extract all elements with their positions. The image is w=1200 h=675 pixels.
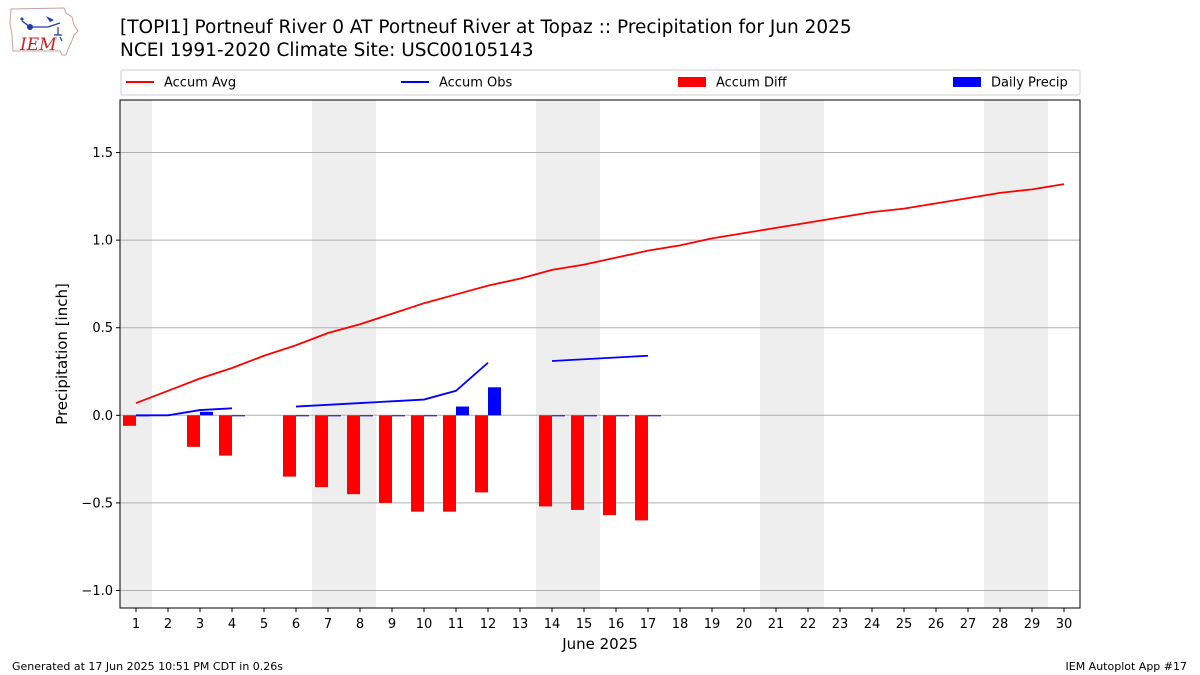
- daily-precip-bar: [488, 387, 501, 416]
- daily-precip-bar: [232, 415, 245, 417]
- x-tick-label: 29: [1024, 617, 1041, 632]
- y-tick-label: 1.0: [92, 234, 113, 249]
- x-tick-label: 28: [992, 617, 1009, 632]
- x-tick-label: 1: [132, 617, 140, 632]
- legend-swatch: [953, 77, 981, 87]
- x-tick-label: 25: [896, 617, 913, 632]
- accum-diff-bar: [379, 415, 392, 503]
- weekend-shade: [536, 100, 600, 608]
- accum-diff-bar: [347, 415, 360, 495]
- legend-frame: [120, 69, 1081, 96]
- legend-label: Accum Diff: [716, 76, 788, 91]
- legend-label: Daily Precip: [991, 76, 1068, 91]
- accum-diff-bar: [443, 415, 456, 512]
- daily-precip-bar: [328, 415, 341, 417]
- weekend-shading: [120, 100, 1048, 608]
- y-tick-label: −0.5: [81, 496, 113, 511]
- accum-diff-bar: [571, 415, 584, 510]
- daily-precip-bar: [616, 415, 629, 417]
- accum-diff-bar: [123, 415, 136, 426]
- x-tick-label: 21: [768, 617, 785, 632]
- weekend-shade: [760, 100, 824, 608]
- legend-swatch: [678, 77, 706, 87]
- x-tick-label: 16: [608, 617, 625, 632]
- x-tick-label: 3: [196, 617, 204, 632]
- accum-diff-bar: [475, 415, 488, 493]
- y-axis-label: Precipitation [inch]: [53, 283, 71, 425]
- accum-diff-bar: [411, 415, 424, 512]
- x-tick-label: 11: [448, 617, 465, 632]
- x-tick-label: 5: [260, 617, 268, 632]
- x-tick-label: 24: [864, 617, 881, 632]
- weekend-shade: [120, 100, 152, 608]
- x-tick-label: 26: [928, 617, 945, 632]
- iem-logo: IEM: [8, 5, 80, 63]
- app-credit: IEM Autoplot App #17: [1065, 660, 1188, 673]
- x-tick-label: 18: [672, 617, 689, 632]
- legend: Accum Avg Accum Obs Accum Diff Daily Precip: [120, 69, 1081, 96]
- x-tick-label: 15: [576, 617, 593, 632]
- y-tick-label: 0.5: [92, 321, 113, 336]
- accum-diff-bar: [283, 415, 296, 477]
- weekend-shade: [312, 100, 376, 608]
- grid-lines: [120, 152, 1080, 591]
- daily-precip-bar: [648, 415, 661, 417]
- x-tick-label: 30: [1056, 617, 1073, 632]
- y-axis: −1.0 −0.5 0.0 0.5 1.0 1.5: [81, 146, 120, 599]
- y-tick-label: 1.5: [92, 146, 113, 161]
- y-tick-label: 0.0: [92, 409, 113, 424]
- accum-diff-bars: [123, 415, 648, 521]
- x-tick-label: 14: [544, 617, 561, 632]
- daily-precip-bar: [584, 415, 597, 417]
- y-tick-label: −1.0: [81, 584, 113, 599]
- daily-precip-bars: [136, 387, 661, 417]
- accum-diff-bar: [315, 415, 328, 488]
- x-tick-label: 2: [164, 617, 172, 632]
- accum-obs-line: [551, 354, 649, 362]
- daily-precip-bar: [360, 415, 373, 417]
- x-tick-label: 19: [704, 617, 721, 632]
- accum-diff-bar: [539, 415, 552, 507]
- x-tick-label: 10: [416, 617, 433, 632]
- x-tick-label: 9: [388, 617, 396, 632]
- x-axis: 1 2 3 4 5 6 7 8 9 10 11 12 13 14 15 16 17 18 19 20 21 22 23 24 2…: [132, 608, 1072, 632]
- accum-diff-bar: [219, 415, 232, 456]
- weekend-shade: [984, 100, 1048, 608]
- x-tick-label: 4: [228, 617, 236, 632]
- x-tick-label: 7: [324, 617, 332, 632]
- plot-frame: [119, 99, 1081, 609]
- x-tick-label: 22: [800, 617, 817, 632]
- daily-precip-bar: [424, 415, 437, 417]
- x-tick-label: 23: [832, 617, 849, 632]
- logo-text: IEM: [19, 35, 57, 55]
- daily-precip-bar: [456, 406, 469, 416]
- daily-precip-bar: [296, 415, 309, 417]
- legend-label: Accum Obs: [439, 76, 512, 91]
- accum-obs-line: [136, 407, 233, 417]
- x-tick-label: 8: [356, 617, 364, 632]
- x-tick-label: 13: [512, 617, 529, 632]
- generated-timestamp: Generated at 17 Jun 2025 10:51 PM CDT in…: [12, 660, 284, 673]
- daily-precip-bar: [200, 411, 213, 416]
- daily-precip-bar: [392, 415, 405, 417]
- x-tick-label: 20: [736, 617, 753, 632]
- x-tick-label: 12: [480, 617, 497, 632]
- accum-diff-bar: [603, 415, 616, 516]
- daily-precip-bar: [552, 415, 565, 417]
- x-axis-label: June 2025: [561, 635, 638, 653]
- accum-diff-bar: [187, 415, 200, 447]
- x-tick-label: 27: [960, 617, 977, 632]
- accum-avg-line: [135, 183, 1065, 404]
- legend-label: Accum Avg: [164, 76, 236, 91]
- chart-subtitle: NCEI 1991-2020 Climate Site: USC00105143: [120, 40, 534, 61]
- accum-diff-bar: [635, 415, 648, 521]
- x-tick-label: 6: [292, 617, 300, 632]
- series-lines: [135, 183, 1065, 417]
- chart-title: [TOPI1] Portneuf River 0 AT Portneuf Riv…: [120, 17, 852, 38]
- x-tick-label: 17: [640, 617, 657, 632]
- accum-obs-line: [295, 362, 489, 408]
